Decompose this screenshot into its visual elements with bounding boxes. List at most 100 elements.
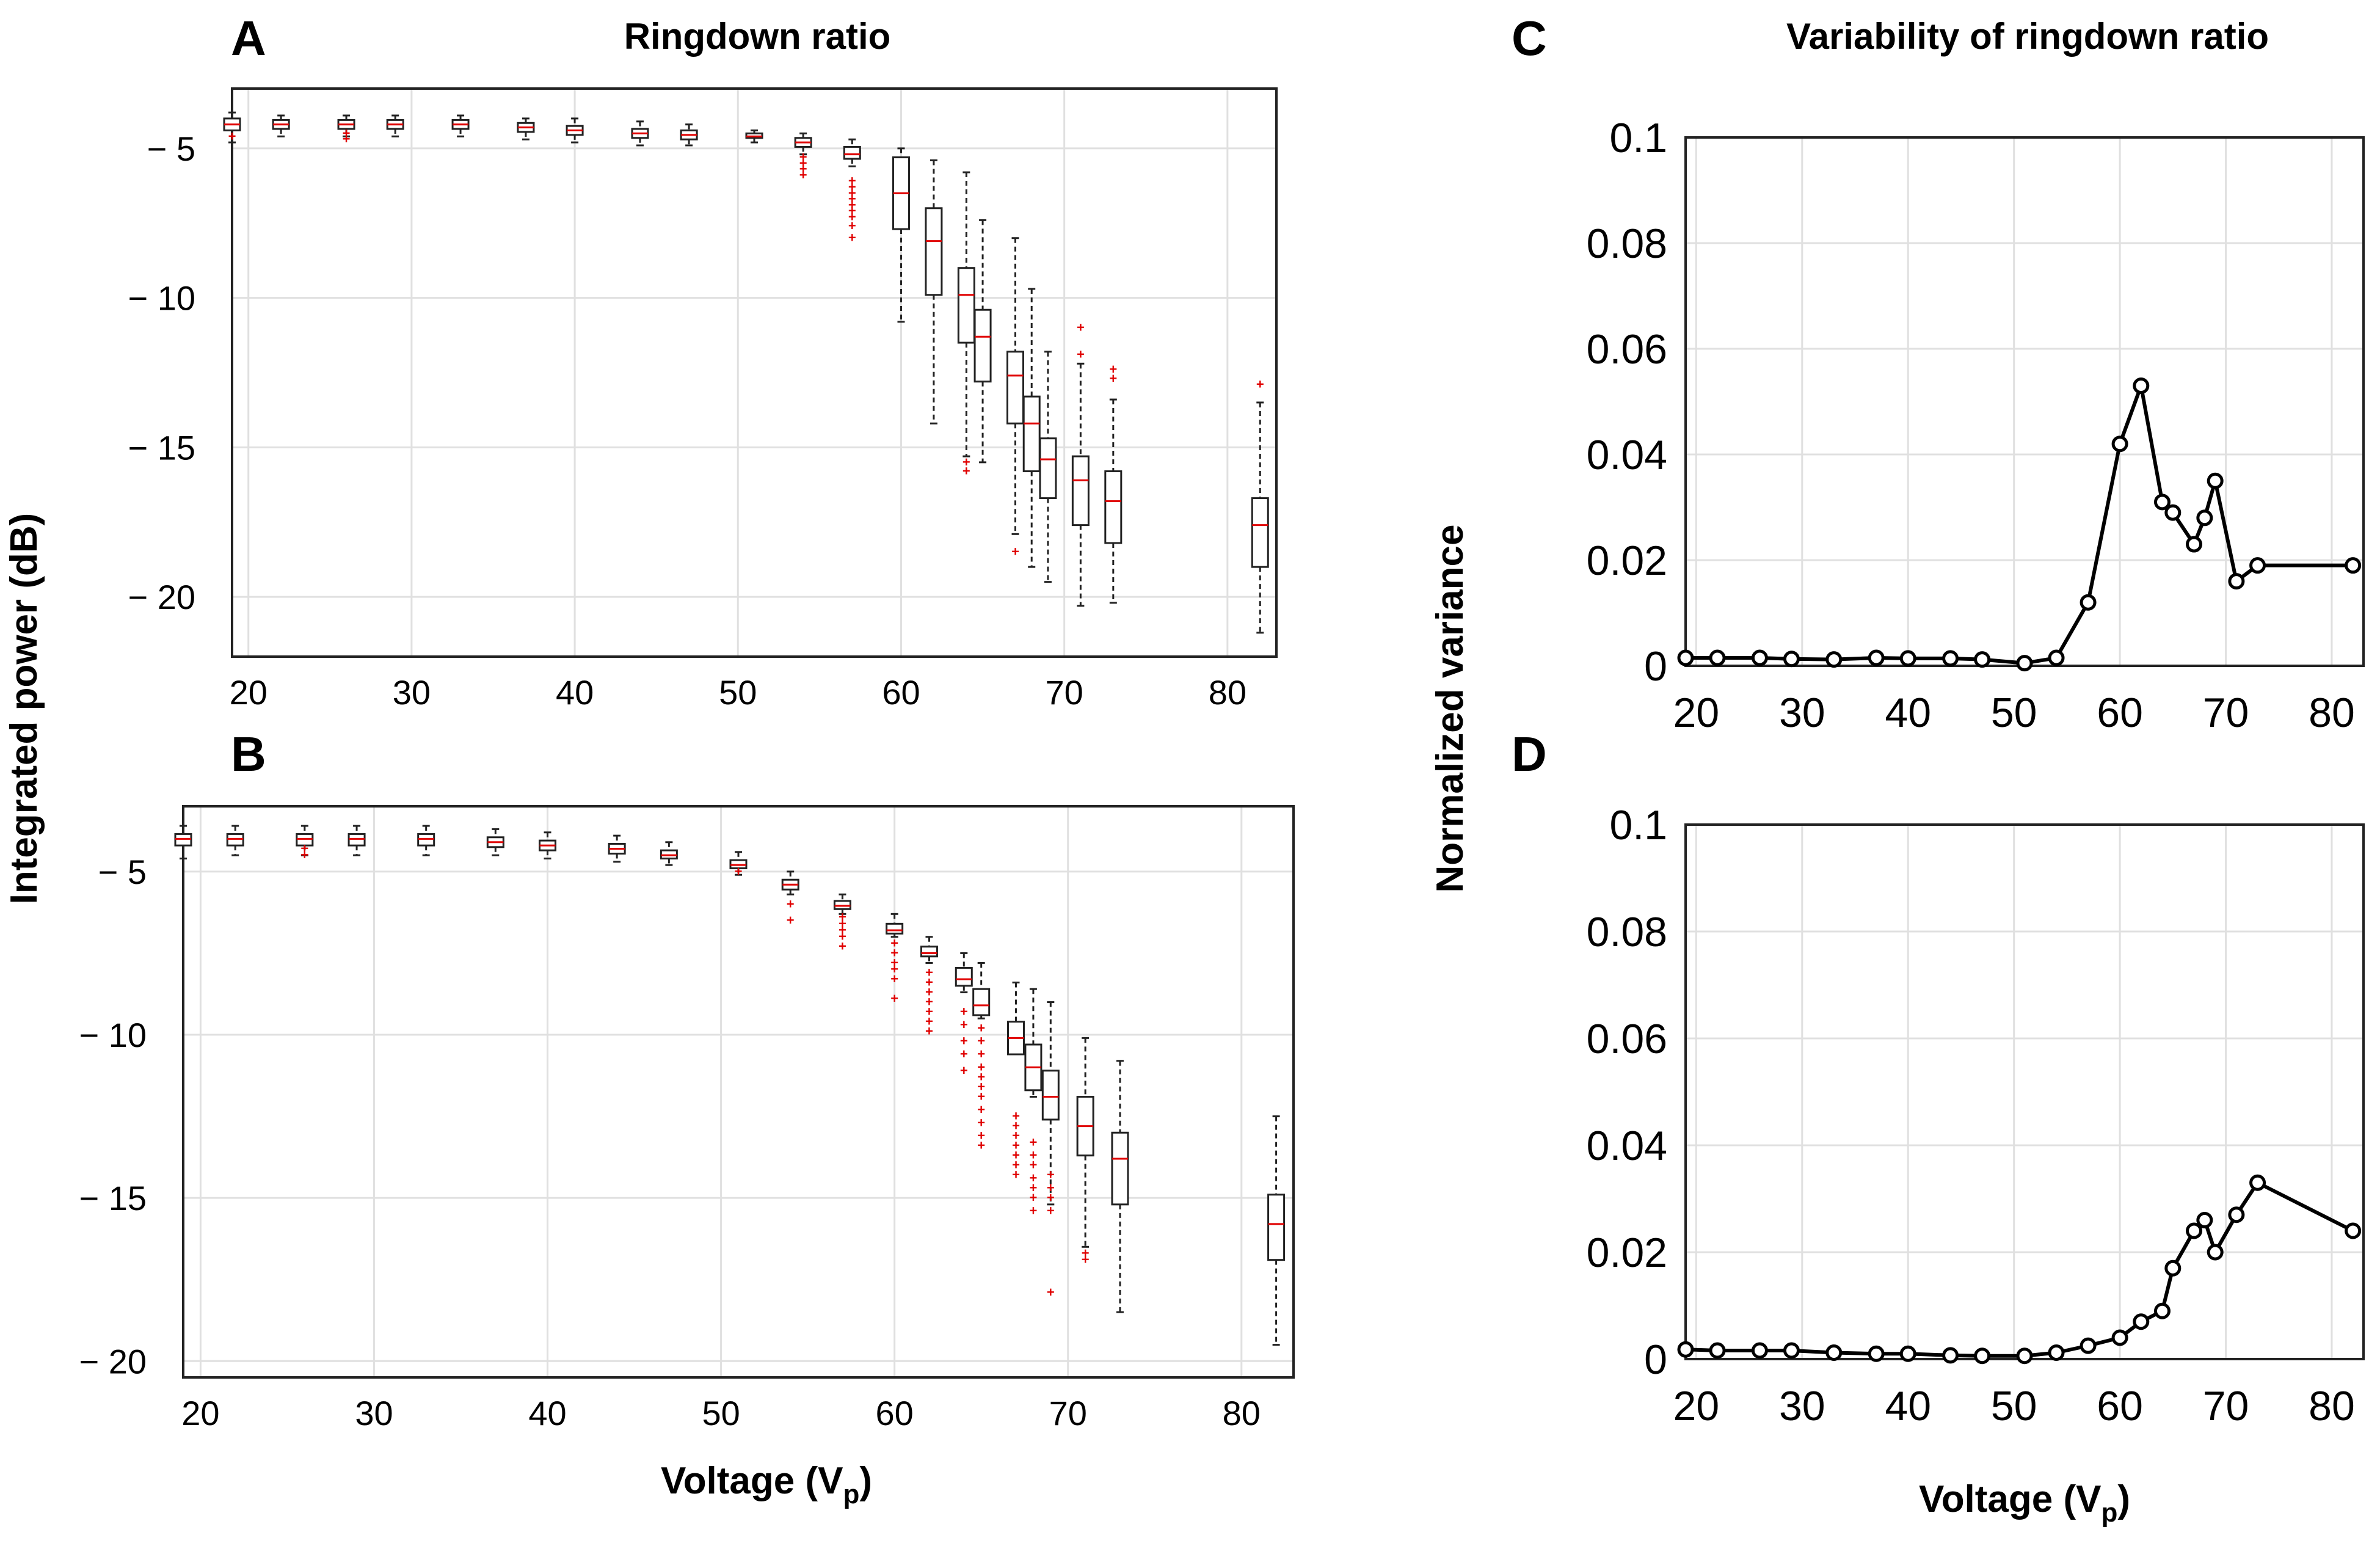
plot-frame xyxy=(1684,823,2365,1360)
outlier-marker: + xyxy=(343,125,351,140)
data-point xyxy=(2249,1174,2266,1191)
outlier-marker: + xyxy=(977,1059,985,1074)
data-point xyxy=(1974,651,1991,668)
y-tick-label: 0.04 xyxy=(1587,432,1667,478)
box-29 xyxy=(348,825,366,856)
outlier-marker: + xyxy=(1047,1167,1055,1183)
outlier-marker: + xyxy=(1047,1190,1055,1205)
box-51 xyxy=(745,129,763,144)
data-point xyxy=(2164,1260,2182,1277)
x-axis-label-main: Voltage (V xyxy=(661,1460,843,1502)
box-iqr xyxy=(1104,470,1123,544)
box-44 xyxy=(608,834,626,863)
data-point xyxy=(1942,650,1959,667)
y-tick-label: − 20 xyxy=(128,578,195,616)
x-tick-label: 30 xyxy=(1779,1383,1825,1429)
box-73 xyxy=(1111,1060,1129,1313)
outlier-marker: + xyxy=(839,929,846,944)
x-tick-label: 50 xyxy=(1991,1383,2037,1429)
outlier-marker: + xyxy=(787,913,795,928)
box-iqr xyxy=(1267,1194,1286,1261)
outlier-marker: + xyxy=(960,1004,968,1019)
outlier-marker: + xyxy=(925,994,933,1010)
y-tick-label: 0.1 xyxy=(1609,802,1667,848)
data-point xyxy=(2080,1337,2097,1354)
box-67: +++++++ xyxy=(1007,982,1025,1183)
y-tick-label: − 10 xyxy=(79,1016,147,1054)
x-tick-label: 20 xyxy=(1673,690,1720,736)
box-19 xyxy=(174,825,192,859)
box-65 xyxy=(973,219,992,464)
box-51: + xyxy=(729,851,748,879)
outlier-marker: + xyxy=(839,922,846,938)
outlier-marker: + xyxy=(960,1046,968,1062)
outlier-marker: + xyxy=(1012,1128,1020,1143)
outlier-marker: + xyxy=(799,155,807,170)
outlier-marker: + xyxy=(839,916,846,931)
box-60: ++++++ xyxy=(886,913,904,1006)
data-point xyxy=(2153,1302,2171,1319)
data-point xyxy=(1751,649,1768,666)
data-point xyxy=(1899,650,1916,667)
outlier-marker: + xyxy=(890,955,898,970)
y-tick-label: − 5 xyxy=(147,129,195,168)
y-tick-label: − 5 xyxy=(98,853,147,891)
box-69: +++++ xyxy=(1041,1001,1060,1300)
chart-title: Variability of ringdown ratio xyxy=(1786,16,2269,57)
outlier-marker: + xyxy=(1011,544,1019,560)
x-tick-label: 30 xyxy=(355,1394,393,1432)
x-tick-label: 20 xyxy=(1673,1383,1720,1429)
data-point xyxy=(2207,1244,2224,1261)
panel-d: D 20 30 40 50 60 70 80 0 0.02 0.04 0.06 0.08 0.1 Volta… xyxy=(1512,727,2365,1528)
outlier-marker: + xyxy=(1029,1203,1037,1219)
outlier-marker: + xyxy=(925,985,933,1000)
outlier-marker: + xyxy=(848,197,856,213)
data-point xyxy=(2133,377,2150,395)
x-tick-label: 60 xyxy=(2097,1383,2143,1429)
panel-c: C 20 30 40 50 60 70 80 0 0.02 0.04 0.06 0.08 0.1 Varia… xyxy=(1429,11,2365,893)
x-axis-label-main: Voltage (V xyxy=(1919,1478,2102,1520)
outlier-marker: + xyxy=(963,454,970,470)
data-point xyxy=(2048,649,2065,666)
x-axis-label-close: ) xyxy=(2117,1478,2130,1520)
plot-frame xyxy=(231,87,1278,658)
box-60 xyxy=(892,147,910,323)
data-point xyxy=(1974,1347,1991,1365)
box-40 xyxy=(566,117,584,144)
x-tick-label: 70 xyxy=(2203,690,2249,736)
panel-a: A 20 30 40 50 60 70 80 − 5 − 10 − 15 − 20 Ringdown r… xyxy=(3,11,1278,904)
outlier-marker: + xyxy=(343,131,351,147)
x-tick-label: 40 xyxy=(528,1394,566,1432)
y-tick-label: 0 xyxy=(1644,643,1667,690)
data-point xyxy=(1825,651,1843,668)
y-tick-label: 0.02 xyxy=(1587,538,1667,584)
box-iqr xyxy=(925,207,943,296)
outlier-marker: + xyxy=(925,1014,933,1029)
data-point xyxy=(1751,1342,1768,1359)
x-axis-label: Voltage (Vp) xyxy=(1919,1478,2130,1528)
outlier-marker: + xyxy=(848,180,856,195)
panel-letter: D xyxy=(1512,727,1547,781)
x-axis-label-subscript: p xyxy=(2102,1498,2118,1528)
data-point xyxy=(2196,1212,2213,1228)
outlier-marker: + xyxy=(977,1115,985,1130)
y-tick-label: 0.08 xyxy=(1587,221,1667,267)
panel-letter: A xyxy=(231,11,266,65)
box-69 xyxy=(1039,351,1057,583)
box-62: +++++++ xyxy=(920,936,938,1039)
outlier-marker: + xyxy=(787,896,795,911)
data-point xyxy=(1677,1341,1694,1358)
outlier-marker: + xyxy=(1012,1118,1020,1134)
x-tick-label: 30 xyxy=(1779,690,1825,736)
box-iqr xyxy=(1006,351,1024,425)
outlier-marker: + xyxy=(925,964,933,980)
outlier-marker: + xyxy=(1256,377,1264,392)
box-62 xyxy=(925,159,943,425)
y-axis-label: Normalized variance xyxy=(1429,524,1471,892)
outlier-marker: + xyxy=(960,1063,968,1078)
box-iqr xyxy=(1251,497,1269,568)
data-point xyxy=(2111,1329,2128,1346)
outlier-marker: + xyxy=(1029,1158,1037,1173)
outlier-marker: + xyxy=(977,1138,985,1153)
